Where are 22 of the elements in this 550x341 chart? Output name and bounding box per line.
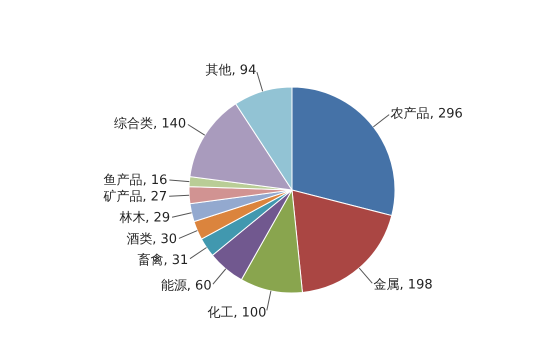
data-label: , 27 [142, 188, 168, 204]
data-label: , 31 [163, 252, 188, 268]
data-label: , 296 [430, 106, 463, 121]
slice-label: 鱼产品 [104, 172, 143, 188]
data-label: , 16 [142, 172, 168, 188]
slice-label: 金属 [374, 277, 400, 292]
slice-label: 其他 [206, 62, 232, 78]
data-label: , 29 [145, 210, 170, 226]
slice-label: 矿产品 [102, 188, 142, 204]
slice-label: 林木 [118, 210, 146, 226]
data-label: , 60 [186, 278, 212, 294]
slice-label: 农产品 [390, 106, 430, 121]
slice-label: 化工 [207, 304, 234, 320]
data-label: , 100 [233, 304, 266, 320]
data-label: , 30 [152, 232, 178, 247]
data-label: , 94 [232, 62, 256, 78]
slice-label: 酒类 [126, 232, 152, 247]
slice-label: 综合类 [114, 116, 154, 131]
slice-label: 能源 [160, 278, 187, 294]
data-label: , 198 [400, 277, 433, 292]
slice-label: 畜禽 [137, 251, 164, 268]
data-label: , 140 [153, 116, 186, 131]
